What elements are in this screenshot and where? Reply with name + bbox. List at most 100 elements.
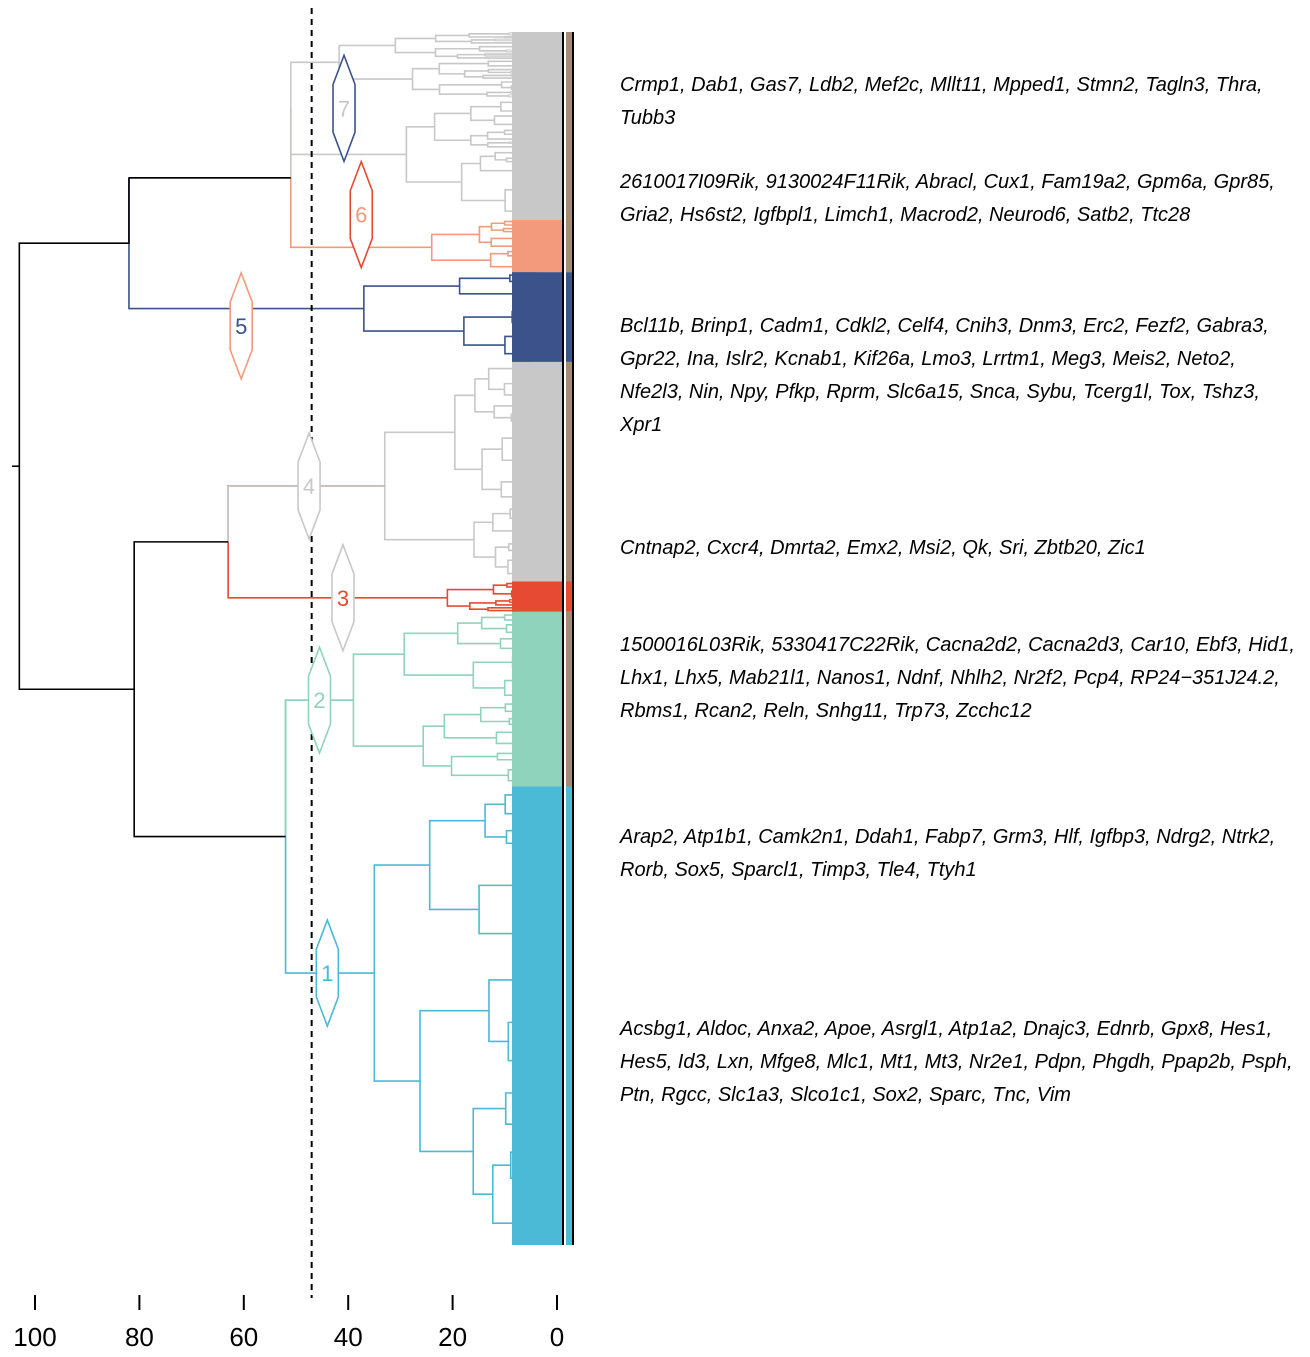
leaf-fan <box>505 49 512 53</box>
leaf-fan <box>508 32 512 36</box>
gene-list-cluster-6: 2610017I09Rik, 9130024F11Rik, Abracl, Cu… <box>620 171 1275 226</box>
strip-cluster-1 <box>512 786 562 1245</box>
branch <box>463 316 513 346</box>
branch <box>422 725 452 767</box>
branch <box>470 134 488 146</box>
cluster-badge-3: 3 <box>331 542 355 654</box>
x-axis: 100 80 60 40 20 0 <box>13 1295 564 1352</box>
branch <box>405 126 462 183</box>
branch <box>495 600 525 606</box>
merge-root <box>18 242 135 691</box>
strip-cluster-6 <box>512 220 562 273</box>
branch <box>403 632 474 676</box>
gene-list-cluster-1: Acsbg1, Aldoc, Anxa2, Apoe, Asrgl1, Atp1… <box>620 1018 1293 1106</box>
outer-strip-cluster-7 <box>566 32 573 221</box>
tick-label: 20 <box>438 1322 467 1352</box>
branch <box>487 68 519 74</box>
badge-outline <box>331 542 355 654</box>
strip-cluster-2 <box>512 611 562 787</box>
cluster-badge-4: 4 <box>297 430 321 542</box>
leaf-fan <box>484 52 512 57</box>
badge-outline <box>229 270 253 382</box>
branch <box>458 277 513 295</box>
dendrogram-branches <box>12 108 448 974</box>
branch <box>473 521 496 558</box>
outer-strip-cluster-5 <box>566 272 573 362</box>
branch <box>434 34 472 43</box>
branch <box>493 115 526 126</box>
branch <box>472 1107 506 1195</box>
leaf-fan <box>508 141 512 144</box>
badge-label: 6 <box>355 203 367 228</box>
branch <box>456 622 501 645</box>
cluster-badge-1: 1 <box>315 917 340 1029</box>
branch <box>486 91 511 97</box>
tick-label: 60 <box>229 1322 258 1352</box>
branch <box>491 1164 523 1224</box>
branch <box>394 37 436 54</box>
branch <box>443 713 497 739</box>
branch <box>479 155 519 172</box>
leaf-fan <box>494 38 512 42</box>
branch <box>493 405 529 419</box>
leaf-fan <box>486 56 512 60</box>
strip-cluster-3 <box>512 581 562 612</box>
leaf-fan <box>507 94 512 98</box>
badge-outline <box>332 53 356 164</box>
leaf-fan <box>510 71 512 74</box>
branch <box>494 546 509 568</box>
leaf-fan <box>503 35 512 39</box>
branch <box>338 44 413 80</box>
outer-strip-cluster-3 <box>566 581 573 612</box>
leaf-fan <box>509 598 512 604</box>
branch <box>486 141 520 148</box>
outer-strip-cluster-2 <box>566 611 573 787</box>
tick-label: 40 <box>334 1322 363 1352</box>
branch <box>438 62 489 75</box>
branch <box>352 653 424 747</box>
branch <box>438 83 502 95</box>
tick-label: 100 <box>13 1322 56 1352</box>
leaf-fan <box>510 91 512 94</box>
branch <box>472 661 513 689</box>
cluster-color-strip <box>512 32 574 1245</box>
merge-top-segment <box>127 177 130 245</box>
branch <box>428 819 486 911</box>
strip-cluster-5 <box>512 272 562 362</box>
branch <box>488 979 519 1043</box>
cluster-badges: 7 6 5 4 3 2 1 <box>229 53 374 1029</box>
badge-outline <box>315 917 340 1029</box>
cluster-7-subtree <box>289 32 550 220</box>
cluster-badge-7: 7 <box>332 53 356 164</box>
gene-list-cluster-4: Cntnap2, Cxcr4, Dmrta2, Emx2, Msi2, Qk, … <box>620 537 1146 559</box>
branch <box>474 378 495 413</box>
branch <box>481 448 503 491</box>
badge-label: 2 <box>313 688 325 713</box>
badge-label: 3 <box>337 586 349 611</box>
gene-list-cluster-2: Arap2, Atp1b1, Camk2n1, Ddah1, Fabp7, Gr… <box>620 826 1276 881</box>
gene-list-cluster-7: Crmp1, Dab1, Gas7, Ldb2, Mef2c, Mllt11, … <box>620 74 1263 129</box>
badge-outline <box>349 159 374 270</box>
branch <box>383 431 475 541</box>
branch <box>434 47 480 58</box>
branch <box>470 105 501 122</box>
gene-list-cluster-3: 1500016L03Rik, 5330417C22Rik, Cacna2d2, … <box>620 634 1295 722</box>
branch <box>487 607 516 612</box>
badge-label: 4 <box>303 474 315 499</box>
badge-outline <box>307 644 332 756</box>
merge-43-21 <box>133 541 286 838</box>
badge-label: 7 <box>338 96 350 121</box>
branch <box>490 237 523 247</box>
branch <box>363 285 464 332</box>
branch <box>480 616 507 630</box>
tick-label: 0 <box>550 1322 564 1352</box>
strip-cluster-4 <box>512 361 562 582</box>
branch <box>504 335 516 355</box>
branch <box>419 1009 489 1153</box>
branch <box>478 225 492 244</box>
strip-cluster-7 <box>512 32 562 221</box>
gene-list-cluster-5: Bcl11b, Brinp1, Cadm1, Cdkl2, Celf4, Cni… <box>620 315 1269 436</box>
cluster-badge-6: 6 <box>349 159 374 270</box>
branch <box>490 222 505 231</box>
branch <box>456 53 487 59</box>
